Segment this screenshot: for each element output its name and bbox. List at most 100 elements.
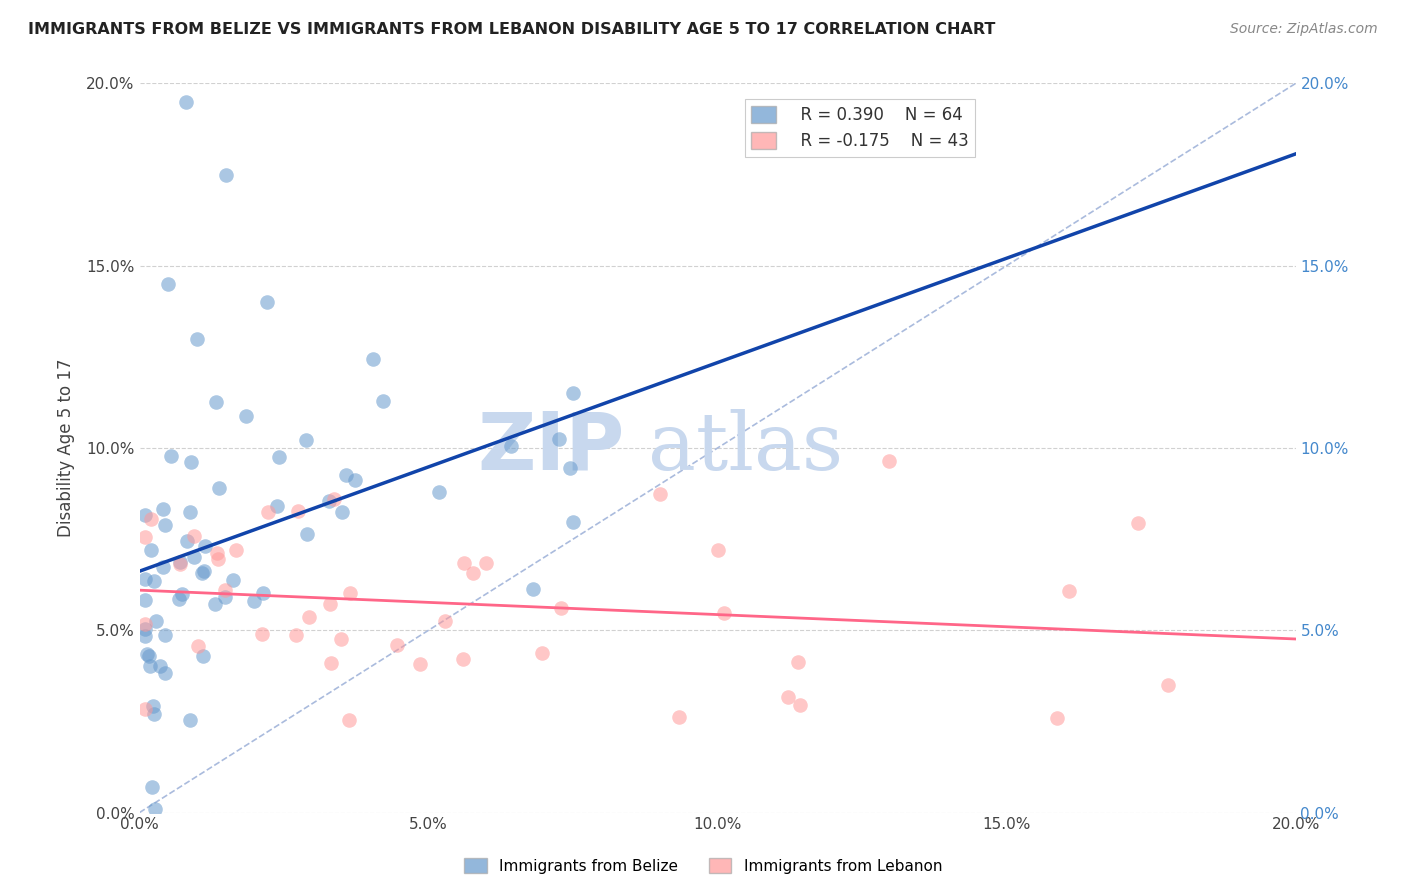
Text: Source: ZipAtlas.com: Source: ZipAtlas.com [1230,22,1378,37]
Point [550,600,572,615]
Point [363,352,385,367]
Point [322,492,344,507]
Point [139,658,162,673]
Point [337,713,360,727]
Point [499,439,522,453]
Point [776,690,799,705]
Point [225,543,247,558]
Point [222,573,245,587]
Point [215,168,238,182]
Point [453,556,475,570]
Point [330,632,353,646]
Point [562,516,585,530]
Point [134,572,156,586]
Point [138,648,160,663]
Point [183,550,205,565]
Point [522,582,544,596]
Point [193,564,215,578]
Point [174,95,197,109]
Point [134,702,156,716]
Point [335,468,357,483]
Point [330,506,353,520]
Point [152,560,174,574]
Point [548,432,571,446]
Point [1057,584,1080,599]
Point [152,501,174,516]
Point [167,591,190,606]
Point [179,713,201,727]
Point [186,332,208,346]
Point [149,658,172,673]
Point [371,393,394,408]
Point [187,639,209,653]
Point [183,529,205,543]
Legend: Immigrants from Belize, Immigrants from Lebanon: Immigrants from Belize, Immigrants from … [458,852,948,880]
Legend:   R = 0.390    N = 64,   R = -0.175    N = 43: R = 0.390 N = 64, R = -0.175 N = 43 [745,99,976,157]
Point [205,546,228,560]
Point [143,802,166,816]
Point [145,614,167,628]
Text: atlas: atlas [648,409,844,487]
Point [285,628,308,642]
Point [648,487,671,501]
Point [295,527,318,541]
Point [789,698,811,712]
Point [1128,516,1150,530]
Point [339,586,361,600]
Point [191,566,214,580]
Point [321,657,343,671]
Point [134,617,156,632]
Point [668,710,690,724]
Point [179,505,201,519]
Point [1046,711,1069,725]
Text: ZIP: ZIP [478,409,626,487]
Point [214,582,236,597]
Point [385,638,408,652]
Point [155,628,177,642]
Point [560,460,582,475]
Point [170,587,193,601]
Point [169,557,191,571]
Point [142,706,165,721]
Point [318,493,340,508]
Point [475,557,498,571]
Point [153,518,176,533]
Point [204,597,226,611]
Point [141,543,163,558]
Point [343,473,366,487]
Point [207,552,229,566]
Point [139,512,162,526]
Point [214,590,236,604]
Point [153,665,176,680]
Point [267,450,290,464]
Point [250,627,273,641]
Point [235,409,257,423]
Point [256,295,278,310]
Point [319,597,342,611]
Point [193,649,215,664]
Point [176,534,198,549]
Point [160,449,183,463]
Point [877,454,900,468]
Point [713,606,735,620]
Point [257,505,280,519]
Point [180,455,202,469]
Point [786,655,808,669]
Point [134,508,156,523]
Point [134,629,156,643]
Point [295,433,318,447]
Point [252,586,274,600]
Point [157,277,180,291]
Y-axis label: Disability Age 5 to 17: Disability Age 5 to 17 [58,359,75,537]
Point [451,652,474,666]
Point [208,481,231,495]
Point [461,566,484,580]
Point [134,530,156,544]
Point [427,485,450,500]
Point [706,543,728,558]
Point [169,555,191,569]
Point [287,504,309,518]
Point [266,499,288,513]
Point [562,385,585,400]
Point [141,780,163,794]
